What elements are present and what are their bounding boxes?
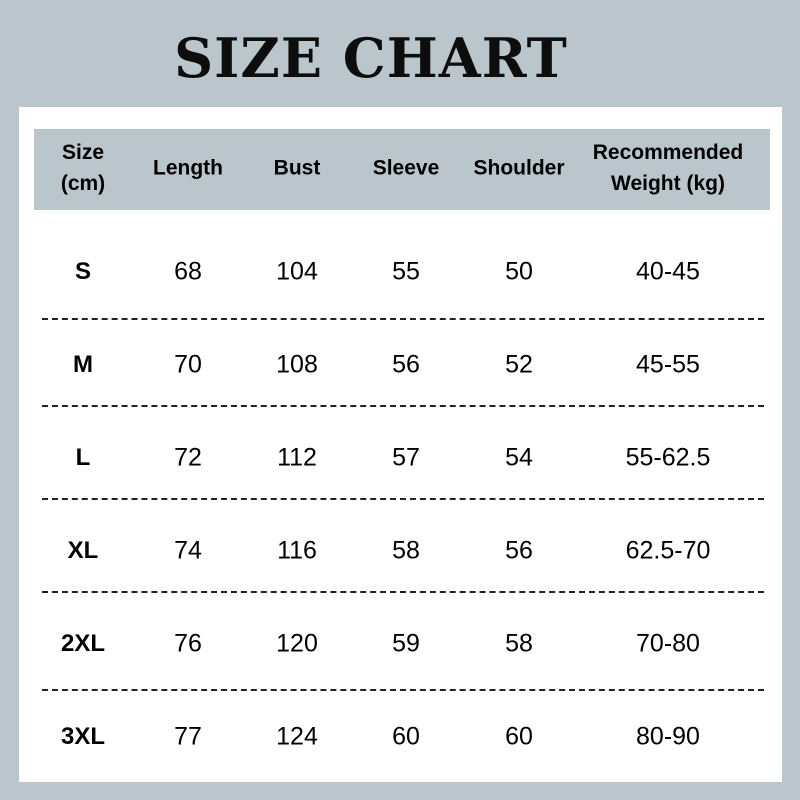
table-cell: 112 bbox=[277, 443, 317, 472]
size-label: S bbox=[74, 258, 92, 285]
column-header: Length bbox=[153, 153, 223, 184]
table-cell: 72 bbox=[174, 443, 202, 472]
table-cell: 62.5-70 bbox=[625, 536, 711, 565]
column-header: Shoulder bbox=[473, 153, 564, 184]
table-cell: 77 bbox=[174, 722, 202, 751]
table-cell: 45-55 bbox=[636, 350, 700, 379]
row-divider bbox=[42, 591, 764, 593]
column-header: Bust bbox=[274, 153, 321, 184]
row-divider bbox=[42, 689, 764, 691]
table-cell: 70-80 bbox=[636, 629, 700, 658]
table-cell: 60 bbox=[392, 722, 420, 751]
table-cell: 56 bbox=[505, 536, 533, 565]
page-title: SIZE CHART bbox=[174, 26, 568, 90]
table-cell: 60 bbox=[505, 722, 533, 751]
table-cell: 80-90 bbox=[636, 722, 700, 751]
column-header: Sleeve bbox=[373, 153, 440, 184]
table-cell: 68 bbox=[174, 257, 202, 286]
column-header: Size (cm) bbox=[61, 137, 105, 199]
size-label: 3XL bbox=[60, 723, 106, 750]
table-cell: 59 bbox=[392, 629, 420, 658]
column-header-line: Shoulder bbox=[473, 156, 565, 180]
column-header-line: (cm) bbox=[60, 172, 106, 195]
table-cell: 54 bbox=[505, 443, 533, 472]
table-cell: 108 bbox=[276, 350, 318, 379]
table-cell: 70 bbox=[174, 350, 202, 379]
row-divider bbox=[42, 318, 764, 320]
table-cell: 55 bbox=[392, 257, 420, 286]
table-cell: 50 bbox=[505, 257, 533, 286]
column-header-line: Bust bbox=[273, 156, 321, 180]
table-cell: 104 bbox=[276, 257, 318, 286]
column-header: Recommended Weight (kg) bbox=[593, 137, 744, 199]
column-header-line: Size bbox=[61, 141, 105, 164]
table-cell: 55-62.5 bbox=[625, 443, 711, 472]
table-cell: 58 bbox=[505, 629, 533, 658]
size-table-panel bbox=[19, 107, 782, 782]
table-cell: 58 bbox=[392, 536, 420, 565]
column-header-line: Sleeve bbox=[372, 156, 440, 180]
row-divider bbox=[42, 498, 764, 500]
size-label: 2XL bbox=[60, 630, 106, 657]
table-cell: 52 bbox=[505, 350, 533, 379]
row-divider bbox=[42, 405, 764, 407]
size-label: L bbox=[75, 444, 91, 471]
table-header bbox=[34, 129, 770, 210]
table-cell: 124 bbox=[276, 722, 318, 751]
size-label: M bbox=[73, 351, 93, 378]
column-header-line: Recommended bbox=[592, 141, 744, 164]
column-header-line: Weight (kg) bbox=[611, 172, 725, 195]
table-cell: 57 bbox=[392, 443, 420, 472]
table-cell: 40-45 bbox=[636, 257, 700, 286]
table-cell: 116 bbox=[277, 536, 317, 565]
column-header-line: Length bbox=[153, 156, 223, 180]
table-cell: 74 bbox=[174, 536, 202, 565]
table-cell: 56 bbox=[392, 350, 420, 379]
size-label: XL bbox=[67, 537, 99, 564]
table-cell: 120 bbox=[276, 629, 318, 658]
table-cell: 76 bbox=[174, 629, 202, 658]
